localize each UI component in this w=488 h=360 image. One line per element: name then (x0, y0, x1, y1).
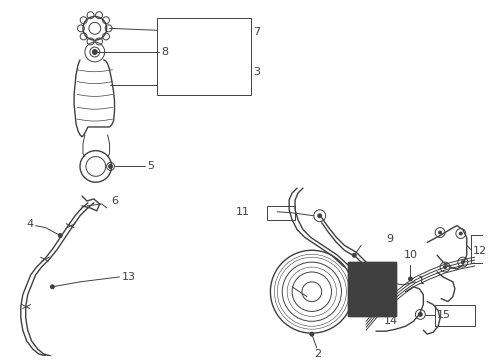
Circle shape (438, 231, 441, 234)
Circle shape (388, 298, 392, 302)
Circle shape (309, 332, 313, 336)
Text: 13: 13 (121, 272, 135, 282)
Bar (347, 262, 395, 316)
Circle shape (351, 253, 355, 257)
Circle shape (458, 232, 461, 235)
Text: 8: 8 (161, 47, 168, 57)
Text: 12: 12 (472, 246, 486, 256)
Circle shape (460, 261, 463, 264)
Text: 7: 7 (252, 27, 259, 37)
Bar (157, 18, 250, 95)
Bar (434, 305, 474, 326)
Text: 6: 6 (111, 196, 118, 206)
Text: 3: 3 (253, 67, 260, 77)
Circle shape (407, 277, 411, 281)
Bar (347, 262, 395, 316)
Text: 11: 11 (235, 207, 249, 217)
Text: 9: 9 (385, 234, 392, 244)
Text: 14: 14 (383, 316, 397, 326)
Text: 10: 10 (403, 250, 417, 260)
Circle shape (317, 214, 321, 218)
Text: 5: 5 (147, 161, 154, 171)
Circle shape (58, 234, 62, 238)
Circle shape (108, 165, 112, 168)
Circle shape (50, 285, 54, 289)
Text: 1: 1 (417, 276, 424, 286)
Text: 4: 4 (26, 219, 34, 229)
Text: 15: 15 (436, 310, 450, 320)
Circle shape (92, 50, 97, 54)
Text: 2: 2 (313, 349, 320, 359)
Circle shape (418, 312, 422, 316)
Bar (267, 206, 294, 220)
Circle shape (378, 280, 382, 284)
Bar (470, 235, 488, 263)
Circle shape (443, 266, 446, 269)
